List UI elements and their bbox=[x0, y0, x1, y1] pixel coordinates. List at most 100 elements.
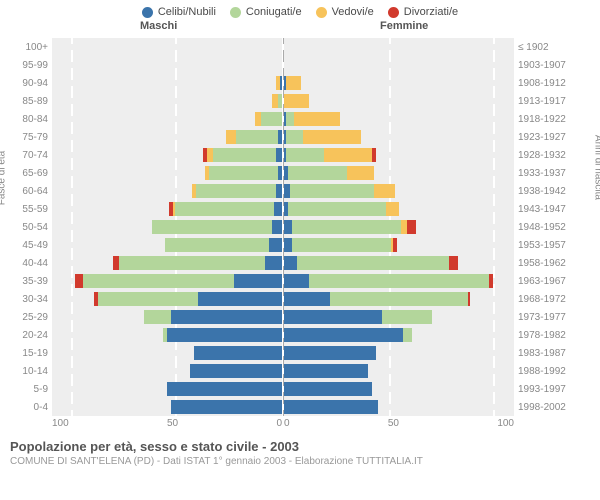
bar-segment bbox=[194, 346, 282, 360]
x-tick: 0 bbox=[284, 418, 290, 429]
age-label: 0-4 bbox=[8, 402, 52, 413]
legend-label: Vedovi/e bbox=[332, 6, 374, 18]
bar-segment bbox=[269, 238, 282, 252]
male-bar bbox=[52, 220, 282, 234]
bar-segment bbox=[265, 256, 282, 270]
female-bar bbox=[284, 346, 514, 360]
age-label: 35-39 bbox=[8, 276, 52, 287]
birth-label: 1998-2002 bbox=[514, 402, 572, 413]
bar-segment bbox=[278, 130, 282, 144]
bar-segment bbox=[196, 184, 275, 198]
legend-label: Celibi/Nubili bbox=[158, 6, 216, 18]
birth-label: 1968-1972 bbox=[514, 294, 572, 305]
bar-segment bbox=[171, 310, 282, 324]
pyramid-row: 40-44 1958-1962 bbox=[8, 254, 592, 272]
bar-segment bbox=[272, 220, 282, 234]
bar-segment bbox=[75, 274, 83, 288]
female-bar bbox=[284, 130, 514, 144]
x-tick: 100 bbox=[497, 418, 514, 429]
birth-label: 1913-1917 bbox=[514, 96, 572, 107]
pyramid-row: 95-991903-1907 bbox=[8, 56, 592, 74]
legend-item: Divorziati/e bbox=[388, 6, 458, 18]
pyramid-row: 25-291973-1977 bbox=[8, 308, 592, 326]
bar-segment bbox=[284, 292, 330, 306]
bar-segment bbox=[152, 220, 271, 234]
gender-headers: Maschi Femmine bbox=[0, 20, 600, 38]
bar-segment bbox=[292, 238, 390, 252]
pyramid-row: 100+≤ 1902 bbox=[8, 38, 592, 56]
male-bar bbox=[52, 310, 282, 324]
bar-segment bbox=[290, 184, 374, 198]
bar-segment bbox=[167, 328, 282, 342]
age-label: 20-24 bbox=[8, 330, 52, 341]
age-label: 40-44 bbox=[8, 258, 52, 269]
bar-segment bbox=[234, 274, 282, 288]
birth-label: 1943-1947 bbox=[514, 204, 572, 215]
x-axis: 100500 050100 bbox=[8, 418, 592, 429]
age-label: 15-19 bbox=[8, 348, 52, 359]
male-bar bbox=[52, 166, 282, 180]
age-label: 60-64 bbox=[8, 186, 52, 197]
bar-segment bbox=[236, 130, 278, 144]
bar-segment bbox=[278, 166, 282, 180]
female-bar bbox=[284, 58, 514, 72]
bar-segment bbox=[403, 328, 411, 342]
footer-sub: COMUNE DI SANT'ELENA (PD) - Dati ISTAT 1… bbox=[10, 456, 590, 467]
male-bar bbox=[52, 184, 282, 198]
male-bar bbox=[52, 256, 282, 270]
bar-segment bbox=[226, 130, 236, 144]
male-bar bbox=[52, 328, 282, 342]
birth-label: 1928-1932 bbox=[514, 150, 572, 161]
birth-label: 1983-1987 bbox=[514, 348, 572, 359]
bar-segment bbox=[382, 310, 432, 324]
age-label: 10-14 bbox=[8, 366, 52, 377]
legend-swatch bbox=[388, 7, 399, 18]
female-bar bbox=[284, 292, 514, 306]
female-bar bbox=[284, 166, 514, 180]
bar-segment bbox=[171, 400, 282, 414]
bar-segment bbox=[190, 364, 282, 378]
bar-segment bbox=[468, 292, 470, 306]
bar-segment bbox=[286, 112, 294, 126]
bar-segment bbox=[284, 238, 292, 252]
pyramid-row: 75-791923-1927 bbox=[8, 128, 592, 146]
female-bar bbox=[284, 238, 514, 252]
x-tick: 100 bbox=[52, 418, 69, 429]
bar-segment bbox=[261, 112, 282, 126]
female-bar bbox=[284, 400, 514, 414]
bar-segment bbox=[286, 148, 324, 162]
bar-segment bbox=[347, 166, 374, 180]
birth-label: 1993-1997 bbox=[514, 384, 572, 395]
bar-segment bbox=[489, 274, 493, 288]
male-bar bbox=[52, 130, 282, 144]
birth-label: 1958-1962 bbox=[514, 258, 572, 269]
male-bar bbox=[52, 382, 282, 396]
pyramid-row: 45-49 1953-1957 bbox=[8, 236, 592, 254]
female-bar bbox=[284, 382, 514, 396]
bar-segment bbox=[276, 148, 282, 162]
y-axis-right-label: Anni di nascita bbox=[593, 135, 600, 200]
x-tick: 50 bbox=[167, 418, 178, 429]
legend-swatch bbox=[230, 7, 241, 18]
bar-segment bbox=[288, 202, 386, 216]
age-label: 45-49 bbox=[8, 240, 52, 251]
bar-segment bbox=[372, 148, 376, 162]
pyramid-row: 85-891913-1917 bbox=[8, 92, 592, 110]
female-bar bbox=[284, 256, 514, 270]
bar-segment bbox=[407, 220, 415, 234]
pyramid-row: 70-741928-1932 bbox=[8, 146, 592, 164]
female-bar bbox=[284, 148, 514, 162]
birth-label: ≤ 1902 bbox=[514, 42, 572, 53]
pyramid-row: 55-59 1943-1947 bbox=[8, 200, 592, 218]
bar-segment bbox=[284, 382, 372, 396]
y-axis-left-label: Fasce di età bbox=[0, 151, 8, 205]
male-bar bbox=[52, 40, 282, 54]
bar-segment bbox=[167, 382, 282, 396]
birth-label: 1953-1957 bbox=[514, 240, 572, 251]
female-bar bbox=[284, 184, 514, 198]
pyramid-row: 10-141988-1992 bbox=[8, 362, 592, 380]
age-label: 30-34 bbox=[8, 294, 52, 305]
birth-label: 1933-1937 bbox=[514, 168, 572, 179]
bar-segment bbox=[284, 256, 297, 270]
age-label: 55-59 bbox=[8, 204, 52, 215]
